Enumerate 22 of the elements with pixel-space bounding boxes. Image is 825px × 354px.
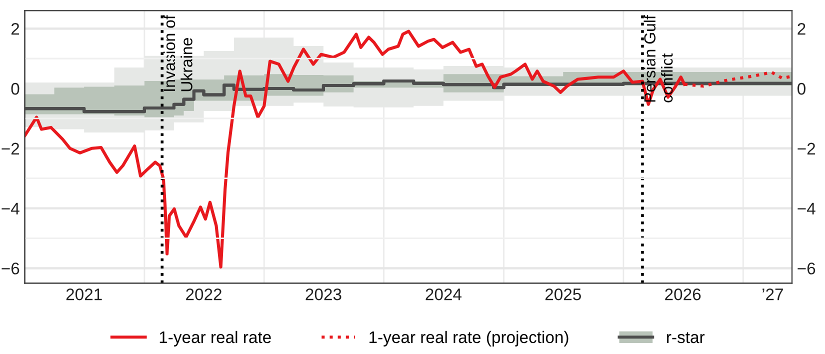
legend-label: 1-year real rate [160,330,271,346]
ref-line-label: Persian Gulf conflict [644,15,673,102]
y2-tick-label: 0 [798,82,806,95]
y-tick-label: −2 [2,142,20,154]
ref-line-label: Invasion of Ukraine [163,15,192,92]
x-tick-label: 2026 [665,288,701,300]
x-tick-label: 2025 [545,288,581,300]
legend-label: r-star [667,332,705,344]
y2-tick-label: −4 [798,202,816,214]
x-tick-label: ’27 [762,288,783,300]
y-tick-label: −6 [2,262,20,274]
y-tick-label: −4 [2,202,20,214]
y2-tick-label: 2 [798,22,806,35]
x-tick-label: 2024 [426,288,462,300]
x-tick-label: 2022 [186,288,222,300]
x-tick-label: 2021 [66,288,102,300]
y2-tick-label: −6 [798,262,816,274]
y2-tick-label: −2 [798,142,816,154]
x-tick-label: 2023 [306,288,342,300]
legend-label: 1-year real rate (projection) [370,330,568,346]
y-tick-label: 2 [11,22,20,35]
y-tick-label: 0 [11,82,20,95]
